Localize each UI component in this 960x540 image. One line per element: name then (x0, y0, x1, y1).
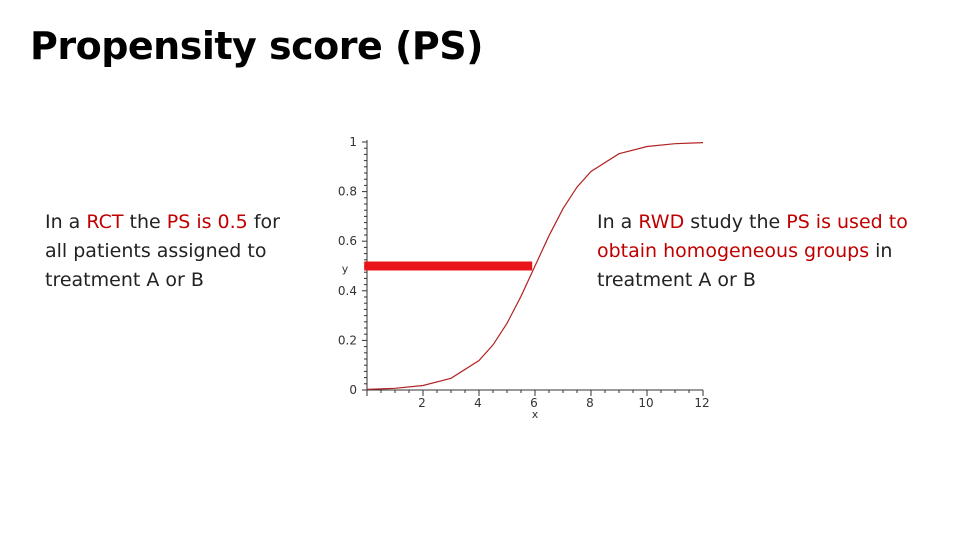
x-tick-label: 2 (418, 396, 426, 410)
y-axis-label: y (342, 262, 349, 275)
note-text: In a (597, 211, 639, 233)
rwd-note: In a RWD study the PS is used to obtain … (597, 208, 927, 295)
y-tick-label: 1 (349, 135, 357, 149)
highlighted-text: PS is 0.5 (166, 211, 248, 233)
x-tick-label: 12 (694, 396, 709, 410)
highlighted-text: PS is used to obtain homogeneous groups (597, 211, 908, 262)
rct-note: In a RCT the PS is 0.5 for all patients … (45, 208, 295, 295)
y-tick-label: 0.4 (338, 284, 357, 298)
y-tick-label: 0.6 (338, 234, 357, 248)
highlighted-text: RWD (638, 211, 685, 233)
note-text: in treatment A or B (597, 240, 893, 291)
y-tick-label: 0.2 (338, 333, 357, 347)
y-tick-label: 0.8 (338, 185, 357, 199)
x-tick-label: 8 (586, 396, 594, 410)
page-title: Propensity score (PS) (30, 24, 483, 68)
sigmoid-curve (366, 142, 704, 390)
note-text: In a (45, 211, 87, 233)
note-text: study the (684, 211, 787, 233)
x-tick-label: 6 (530, 396, 538, 410)
highlighted-text: RCT (86, 211, 124, 233)
x-tick-label: 4 (474, 396, 482, 410)
note-text: for all patients assigned to treatment A… (45, 211, 280, 291)
note-text: the (123, 211, 167, 233)
x-axis-label: x (532, 408, 539, 421)
x-tick-label: 10 (638, 396, 653, 410)
y-tick-label: 0 (349, 383, 357, 397)
